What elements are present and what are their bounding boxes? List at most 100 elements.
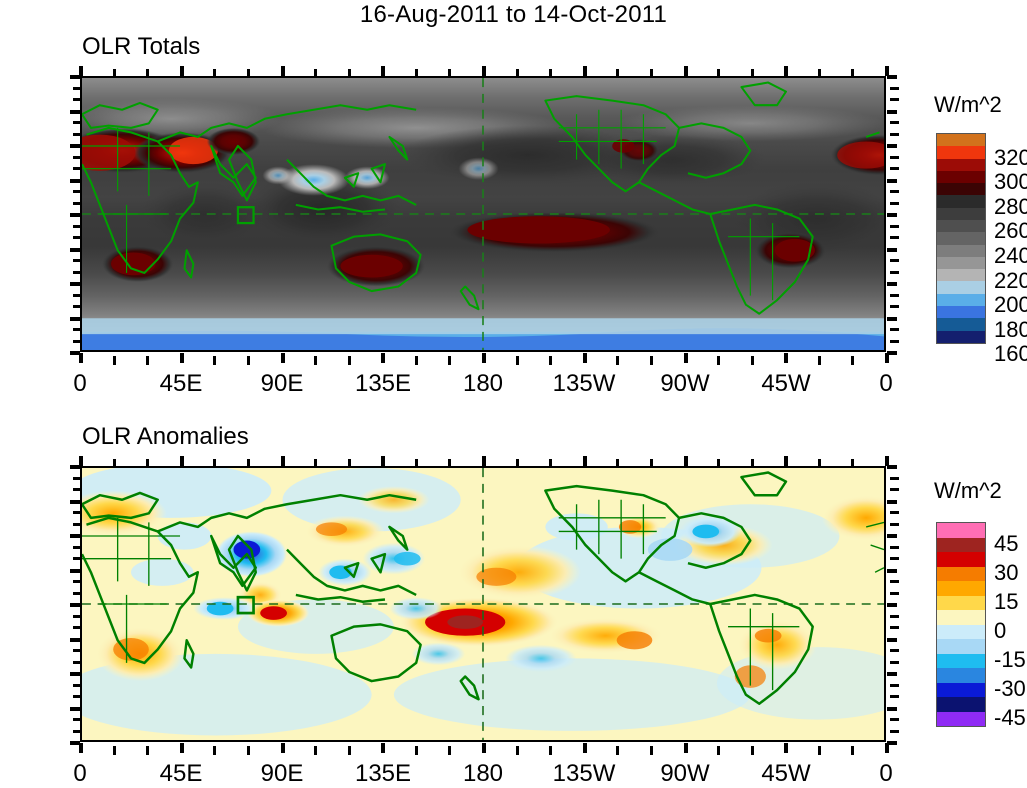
xlabel2-0b: 0 — [879, 760, 893, 787]
axis-tick — [314, 459, 318, 468]
axis-tick — [246, 746, 250, 755]
axis-tick — [73, 132, 82, 136]
axis-tick — [717, 746, 721, 755]
colorbar-units-totals: W/m^2 — [934, 92, 1002, 117]
colorbar-swatch — [937, 134, 985, 147]
axis-tick — [890, 190, 899, 193]
axis-tick — [890, 580, 899, 583]
axis-tick — [887, 637, 897, 642]
colorbar-swatch — [937, 697, 985, 712]
axis-tick — [112, 459, 116, 468]
axis-tick — [73, 259, 82, 262]
axis-tick — [146, 746, 150, 755]
axis-tick — [482, 66, 486, 76]
axis-tick — [73, 580, 82, 583]
axis-tick — [73, 488, 82, 491]
axis-tick — [649, 746, 653, 755]
axis-tick — [70, 316, 80, 321]
colorbar-swatch — [937, 305, 985, 319]
axis-tick — [70, 109, 80, 114]
axis-tick — [448, 69, 452, 78]
axis-tick — [73, 121, 82, 124]
colorbar-tick-label: 260 — [994, 218, 1027, 244]
colorbar-tick-label: 220 — [994, 267, 1027, 293]
axis-tick — [582, 456, 587, 466]
axis-tick — [73, 167, 82, 170]
colorbar-swatch — [937, 624, 985, 639]
axis-tick — [817, 356, 821, 365]
axis-tick — [717, 69, 721, 78]
axis-tick — [887, 603, 897, 607]
colorbar-tick-label: 300 — [994, 169, 1027, 195]
xlabel-90e: 90E — [260, 370, 304, 397]
axis-tick — [885, 743, 889, 753]
axis-tick — [890, 236, 899, 239]
axis-tick — [890, 224, 899, 228]
axis-tick — [750, 746, 754, 755]
axis-tick — [73, 328, 82, 331]
axis-tick — [582, 66, 587, 76]
axis-tick — [890, 132, 899, 136]
axis-tick — [448, 459, 452, 468]
axis-tick — [70, 534, 80, 538]
axis-tick — [448, 746, 452, 755]
axis-tick — [70, 75, 80, 79]
axis-tick — [885, 456, 889, 466]
axis-tick — [347, 356, 351, 365]
axis-tick — [887, 499, 897, 504]
map-field-anomalies — [82, 468, 884, 740]
axis-tick — [280, 66, 285, 76]
axis-tick — [515, 356, 519, 365]
axis-tick — [70, 603, 80, 607]
axis-tick — [73, 614, 82, 618]
axis-tick — [73, 695, 82, 698]
colorbar-swatch — [937, 330, 985, 343]
xlabel-45e: 45E — [159, 370, 203, 397]
colorbar-swatch — [937, 318, 985, 331]
axis-tick — [515, 746, 519, 755]
axis-tick — [887, 109, 897, 114]
axis-tick — [887, 144, 897, 148]
axis-tick — [70, 568, 80, 573]
axis-tick — [213, 356, 217, 365]
colorbar-totals — [936, 133, 986, 344]
axis-tick — [70, 465, 80, 469]
axis-tick — [890, 121, 899, 124]
colorbar-tick-label: 30 — [994, 559, 1019, 585]
xlabel2-0a: 0 — [73, 760, 87, 787]
axis-tick — [649, 356, 653, 365]
axis-tick — [280, 353, 285, 363]
axis-tick — [817, 69, 821, 78]
axis-tick — [79, 66, 83, 76]
axis-tick — [890, 476, 899, 480]
map-plot-totals[interactable] — [80, 76, 886, 352]
xlabel-90w: 90W — [660, 370, 710, 397]
axis-tick — [73, 660, 82, 664]
axis-tick — [146, 459, 150, 468]
axis-tick — [885, 66, 889, 76]
axis-tick — [314, 69, 318, 78]
xlabel2-90e: 90E — [260, 760, 304, 787]
axis-tick — [649, 69, 653, 78]
axis-tick — [73, 86, 82, 90]
axis-tick — [890, 488, 899, 491]
xlabel-45w: 45W — [761, 370, 811, 397]
axis-tick — [314, 746, 318, 755]
axis-tick — [213, 459, 217, 468]
axis-tick — [79, 456, 83, 466]
axis-tick — [73, 729, 82, 733]
axis-tick — [851, 459, 855, 468]
axis-tick — [482, 353, 486, 363]
axis-tick — [890, 729, 899, 733]
axis-tick — [347, 459, 351, 468]
axis-tick — [73, 155, 82, 159]
axis-tick — [890, 660, 899, 664]
xlabel-135w: 135W — [552, 370, 616, 397]
axis-tick — [482, 456, 486, 466]
colorbar-tick-label: 240 — [994, 242, 1027, 268]
xlabel2-135w: 135W — [552, 760, 616, 787]
map-plot-anomalies[interactable] — [80, 466, 886, 742]
axis-tick — [73, 683, 82, 687]
axis-tick — [750, 356, 754, 365]
colorbar-units-anomalies: W/m^2 — [934, 478, 1002, 503]
